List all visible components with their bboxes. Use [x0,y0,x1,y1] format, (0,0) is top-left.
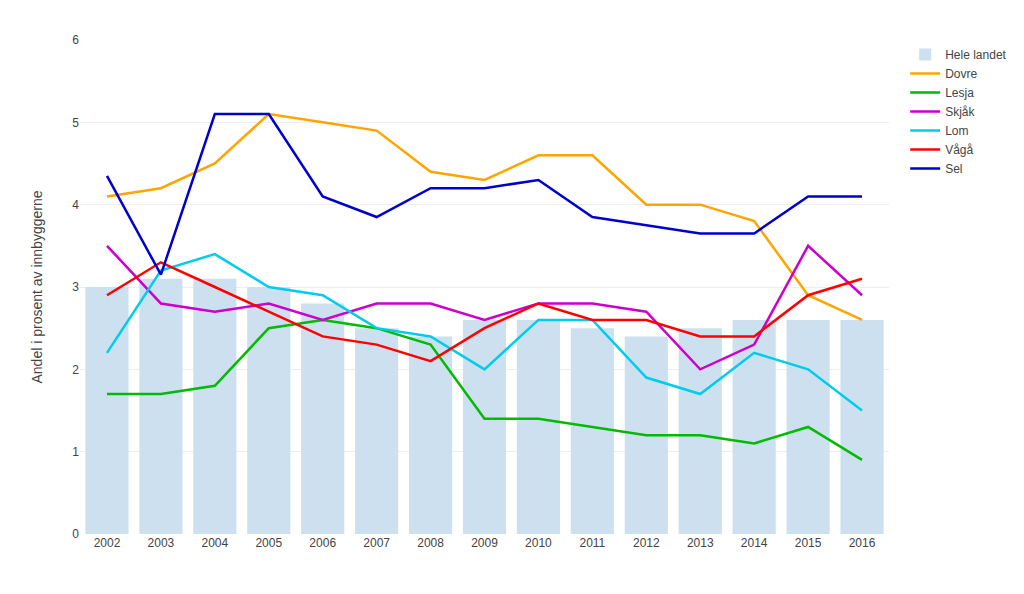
svg-text:5: 5 [72,116,79,130]
svg-text:Lom: Lom [945,124,968,138]
svg-text:2007: 2007 [363,536,390,550]
svg-text:2002: 2002 [94,536,121,550]
svg-text:Skjåk: Skjåk [945,105,975,119]
svg-text:Dovre: Dovre [945,67,977,81]
svg-text:2016: 2016 [849,536,876,550]
svg-text:Lesja: Lesja [945,86,974,100]
svg-text:2012: 2012 [633,536,660,550]
svg-text:0: 0 [72,527,79,541]
svg-text:4: 4 [72,198,79,212]
svg-text:Hele landet: Hele landet [945,48,1006,62]
svg-text:2008: 2008 [417,536,444,550]
svg-text:3: 3 [72,280,79,294]
svg-text:Vågå: Vågå [945,143,973,157]
svg-text:2: 2 [72,363,79,377]
svg-text:2005: 2005 [255,536,282,550]
svg-text:2013: 2013 [687,536,714,550]
svg-text:6: 6 [72,33,79,47]
svg-text:2003: 2003 [148,536,175,550]
svg-text:2009: 2009 [471,536,498,550]
svg-text:Sel: Sel [945,162,962,176]
svg-text:Andel i prosent av innbyggerne: Andel i prosent av innbyggerne [29,190,45,383]
svg-text:2011: 2011 [579,536,605,550]
svg-text:2014: 2014 [741,536,768,550]
svg-text:2010: 2010 [525,536,552,550]
svg-text:2004: 2004 [201,536,228,550]
svg-text:1: 1 [72,445,79,459]
svg-text:2015: 2015 [795,536,822,550]
svg-text:2006: 2006 [309,536,336,550]
